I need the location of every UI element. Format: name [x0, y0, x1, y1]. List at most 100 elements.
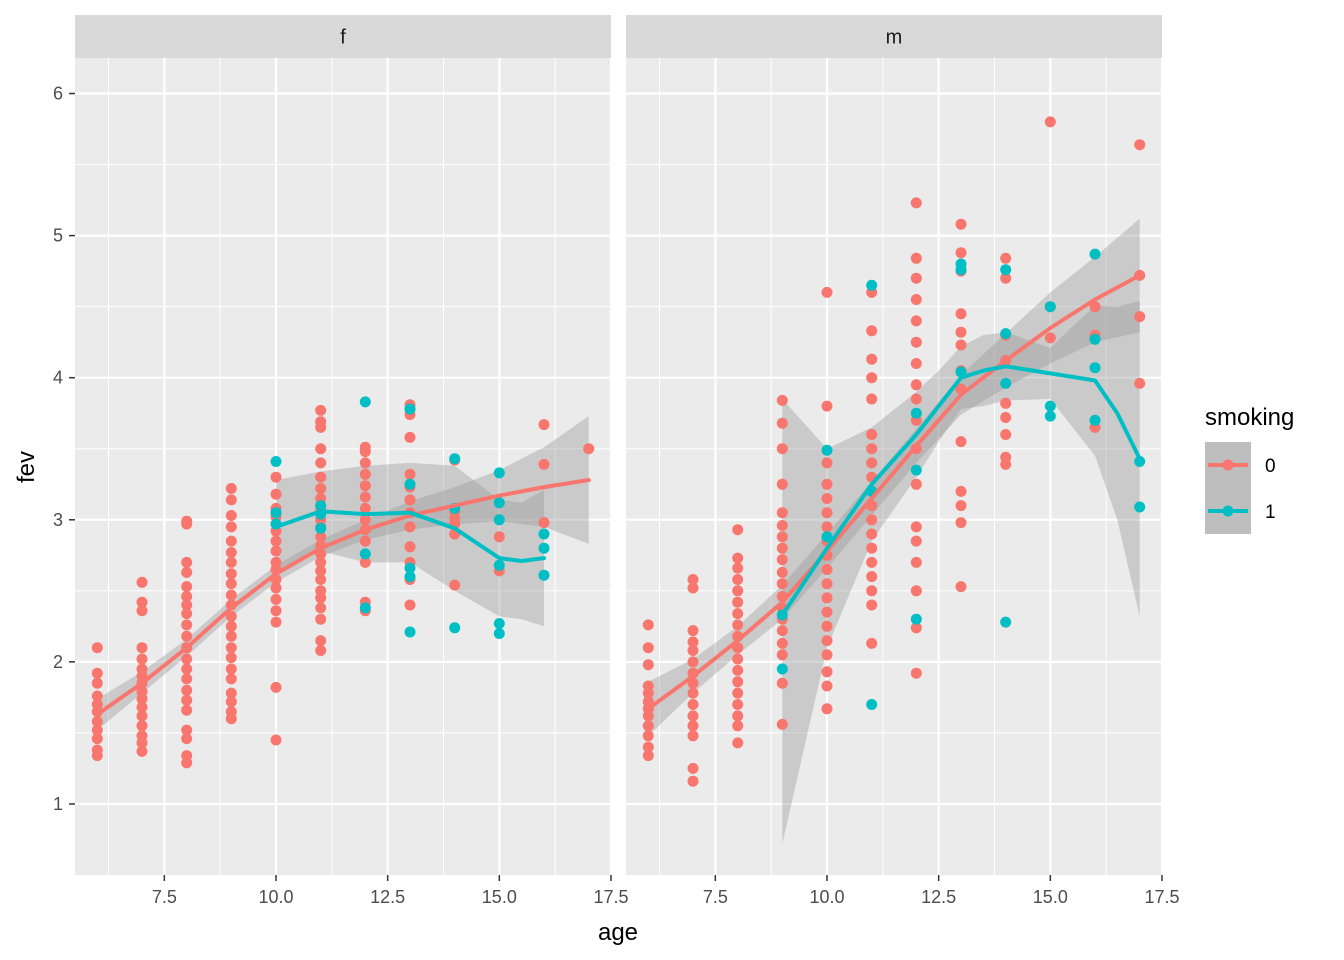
point-smoking-0: [91, 733, 103, 745]
point-smoking-0: [955, 308, 967, 320]
point-smoking-1: [866, 279, 878, 291]
point-smoking-1: [1134, 456, 1146, 467]
point-smoking-1: [315, 500, 327, 512]
point-smoking-1: [1044, 400, 1056, 412]
point-smoking-1: [449, 622, 461, 634]
point-smoking-1: [1089, 414, 1101, 426]
point-smoking-1: [404, 626, 416, 638]
x-tick-label-17-5: 17.5: [593, 887, 628, 907]
point-smoking-1: [359, 602, 371, 614]
legend: smoking 0 1: [1205, 404, 1294, 534]
point-smoking-1: [1089, 248, 1101, 260]
point-smoking-0: [642, 730, 654, 742]
point-smoking-0: [315, 574, 327, 585]
point-smoking-0: [866, 429, 878, 440]
point-smoking-0: [181, 724, 193, 736]
point-smoking-0: [687, 645, 699, 656]
point-smoking-0: [1000, 397, 1012, 409]
point-smoking-0: [136, 745, 148, 757]
point-smoking-0: [91, 642, 103, 654]
point-smoking-0: [910, 379, 922, 391]
point-smoking-0: [181, 608, 193, 620]
point-smoking-0: [821, 666, 833, 678]
point-smoking-0: [687, 730, 699, 742]
point-smoking-0: [136, 730, 148, 742]
point-smoking-0: [866, 585, 878, 597]
point-smoking-0: [687, 710, 699, 722]
point-smoking-0: [359, 514, 371, 526]
point-smoking-0: [732, 608, 744, 620]
strip-background: [626, 15, 1162, 58]
point-smoking-0: [732, 664, 744, 676]
point-smoking-0: [955, 485, 967, 497]
point-smoking-0: [315, 556, 327, 568]
point-smoking-1: [359, 396, 371, 408]
point-smoking-0: [181, 619, 193, 631]
point-smoking-1: [1089, 333, 1101, 345]
point-smoking-0: [732, 720, 744, 732]
legend-title: smoking: [1205, 404, 1294, 431]
point-smoking-0: [270, 593, 282, 605]
point-smoking-0: [136, 720, 148, 732]
point-smoking-0: [136, 596, 148, 608]
point-smoking-1: [538, 528, 550, 540]
point-smoking-0: [687, 582, 699, 594]
point-smoking-0: [776, 443, 788, 455]
point-smoking-1: [493, 497, 505, 509]
point-smoking-0: [821, 635, 833, 647]
point-smoking-0: [910, 521, 922, 533]
point-smoking-0: [315, 602, 327, 614]
point-smoking-0: [955, 436, 967, 448]
point-smoking-1: [315, 522, 327, 534]
point-smoking-1: [1044, 301, 1056, 313]
point-smoking-0: [270, 556, 282, 568]
point-smoking-0: [583, 443, 595, 455]
point-smoking-0: [642, 619, 654, 631]
point-smoking-0: [359, 441, 371, 453]
point-smoking-0: [732, 710, 744, 722]
point-smoking-0: [687, 775, 699, 787]
point-smoking-0: [732, 699, 744, 710]
x-tick-label-10: 10.0: [809, 887, 844, 907]
point-smoking-0: [225, 494, 237, 506]
point-smoking-0: [821, 457, 833, 469]
point-smoking-0: [181, 556, 193, 568]
point-smoking-1: [404, 478, 416, 490]
point-smoking-0: [493, 531, 505, 543]
point-smoking-0: [91, 677, 103, 689]
point-smoking-0: [136, 605, 148, 617]
point-smoking-1: [821, 531, 833, 543]
point-smoking-0: [136, 653, 148, 665]
point-smoking-0: [776, 554, 788, 566]
point-smoking-1: [538, 542, 550, 554]
point-smoking-0: [955, 581, 967, 593]
point-smoking-1: [1134, 501, 1146, 513]
point-smoking-0: [181, 673, 193, 685]
x-tick-label-15: 15.0: [1033, 887, 1068, 907]
legend-key-1: 1: [1205, 488, 1276, 534]
point-smoking-0: [821, 578, 833, 590]
x-tick-label-15: 15.0: [482, 887, 517, 907]
point-smoking-0: [687, 625, 699, 637]
point-smoking-0: [225, 483, 237, 494]
point-smoking-0: [866, 599, 878, 611]
point-smoking-0: [270, 471, 282, 483]
point-smoking-0: [642, 659, 654, 671]
panel-f: f: [75, 15, 613, 875]
point-smoking-0: [1000, 272, 1012, 284]
point-smoking-1: [910, 613, 922, 625]
y-tick-label-6: 6: [53, 84, 63, 104]
strip-background: [75, 15, 611, 58]
point-smoking-0: [1000, 412, 1012, 423]
confidence-band-smoking-0: [97, 416, 589, 731]
point-smoking-0: [225, 630, 237, 642]
smooth-line-smoking-1: [274, 509, 546, 563]
point-smoking-0: [910, 336, 922, 348]
point-smoking-0: [642, 750, 654, 762]
point-smoking-0: [910, 252, 922, 264]
point-smoking-0: [776, 637, 788, 649]
point-smoking-0: [866, 514, 878, 526]
point-smoking-0: [776, 507, 788, 519]
point-smoking-0: [449, 579, 461, 591]
